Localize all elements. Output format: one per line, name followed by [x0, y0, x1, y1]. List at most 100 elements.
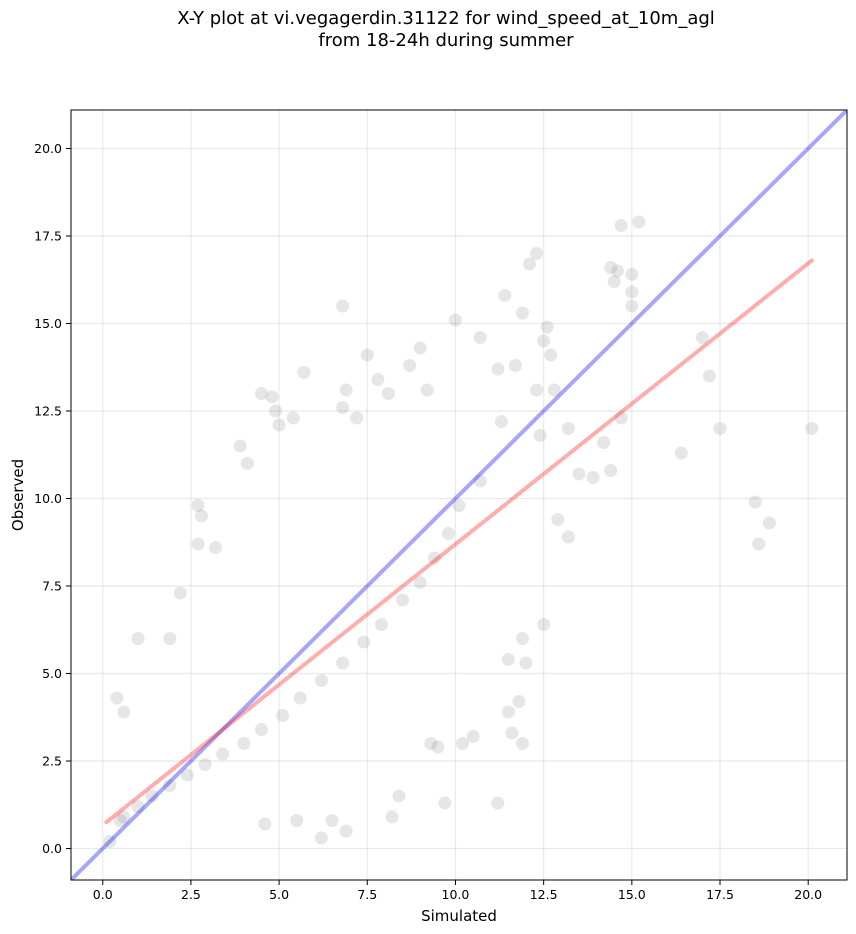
- x-tick-label: 7.5: [357, 887, 377, 902]
- data-point: [237, 737, 251, 750]
- data-point: [191, 499, 205, 512]
- data-point: [604, 261, 618, 274]
- data-point: [272, 418, 286, 432]
- chart-title-line-1: X-Y plot at vi.vegagerdin.31122 for wind…: [177, 8, 715, 29]
- data-point: [336, 401, 350, 414]
- data-point: [254, 387, 268, 400]
- data-point: [403, 359, 417, 372]
- x-tick-label: 15.0: [618, 887, 646, 902]
- data-point: [501, 653, 515, 666]
- data-point: [371, 373, 385, 386]
- data-point: [131, 800, 145, 813]
- x-tick-label: 5.0: [269, 887, 289, 902]
- data-point: [325, 814, 339, 827]
- data-point: [752, 537, 766, 551]
- y-tick-label: 10.0: [34, 491, 62, 506]
- data-point: [269, 404, 283, 418]
- data-point: [396, 593, 410, 607]
- data-point: [702, 369, 716, 383]
- data-point: [163, 779, 177, 792]
- data-point: [103, 835, 117, 848]
- data-point: [286, 411, 300, 425]
- data-point: [614, 219, 628, 232]
- data-point: [544, 348, 558, 362]
- data-point: [614, 411, 628, 425]
- data-point: [448, 313, 462, 327]
- data-point: [625, 268, 639, 281]
- data-point: [597, 436, 611, 449]
- data-point: [748, 495, 762, 509]
- data-point: [530, 247, 544, 260]
- data-point: [473, 474, 487, 488]
- data-point: [420, 383, 434, 397]
- data-point: [413, 576, 427, 589]
- y-axis-ticks: 0.0 2.5 5.0 7.5 10.0 12.5 15.0 17.5 20.0: [34, 141, 71, 856]
- data-point: [113, 814, 127, 827]
- data-point: [339, 824, 353, 838]
- y-tick-label: 7.5: [42, 579, 62, 594]
- data-point: [195, 509, 209, 523]
- y-tick-label: 17.5: [34, 229, 62, 244]
- data-point: [515, 632, 529, 645]
- x-axis-label: Simulated: [421, 907, 497, 925]
- data-point: [424, 737, 438, 750]
- data-point: [523, 257, 537, 271]
- data-point: [604, 464, 618, 477]
- y-tick-label: 15.0: [34, 316, 62, 331]
- data-point: [350, 411, 364, 425]
- data-point: [456, 737, 470, 750]
- data-point: [540, 320, 554, 334]
- data-point: [438, 796, 452, 810]
- data-point: [512, 695, 526, 708]
- y-tick-label: 0.0: [42, 841, 62, 856]
- data-point: [537, 334, 551, 348]
- data-point: [145, 789, 159, 803]
- data-point: [198, 758, 212, 771]
- x-tick-label: 20.0: [794, 887, 822, 902]
- data-point: [572, 467, 586, 481]
- data-point: [360, 348, 374, 362]
- data-point: [547, 383, 561, 397]
- regression-line: [104, 258, 814, 825]
- data-point: [625, 299, 639, 313]
- data-point: [452, 499, 466, 512]
- x-axis-ticks: 0.0 2.5 5.0 7.5 10.0 12.5 15.0 17.5 20.0: [93, 880, 822, 902]
- data-point: [611, 264, 625, 278]
- data-point: [713, 422, 727, 435]
- identity-line: [71, 110, 847, 880]
- data-point: [265, 390, 279, 404]
- plot-frame: [70, 109, 848, 881]
- data-point: [625, 285, 639, 299]
- data-point: [491, 796, 505, 810]
- data-point: [357, 635, 371, 649]
- data-point: [537, 618, 551, 631]
- y-axis-label: Observed: [9, 459, 27, 531]
- data-point: [117, 705, 131, 719]
- data-point: [501, 705, 515, 719]
- data-point: [441, 527, 455, 540]
- data-point: [586, 471, 600, 484]
- data-point: [131, 632, 145, 645]
- x-tick-label: 12.5: [530, 887, 558, 902]
- data-point: [519, 656, 533, 670]
- data-point: [674, 446, 688, 460]
- data-point: [473, 331, 487, 344]
- data-point: [431, 740, 445, 754]
- data-point: [413, 341, 427, 355]
- data-point: [240, 457, 254, 470]
- data-point: [607, 275, 621, 288]
- data-point: [466, 730, 480, 743]
- data-point: [491, 362, 505, 376]
- data-point: [381, 387, 395, 400]
- data-point: [276, 709, 290, 722]
- x-tick-label: 2.5: [181, 887, 201, 902]
- data-point: [533, 429, 547, 442]
- data-point: [336, 299, 350, 313]
- data-point: [530, 383, 544, 397]
- data-point: [297, 366, 311, 379]
- plot-background: [71, 110, 847, 880]
- data-point: [180, 768, 194, 782]
- grid-lines: [71, 110, 847, 880]
- data-point: [254, 723, 268, 736]
